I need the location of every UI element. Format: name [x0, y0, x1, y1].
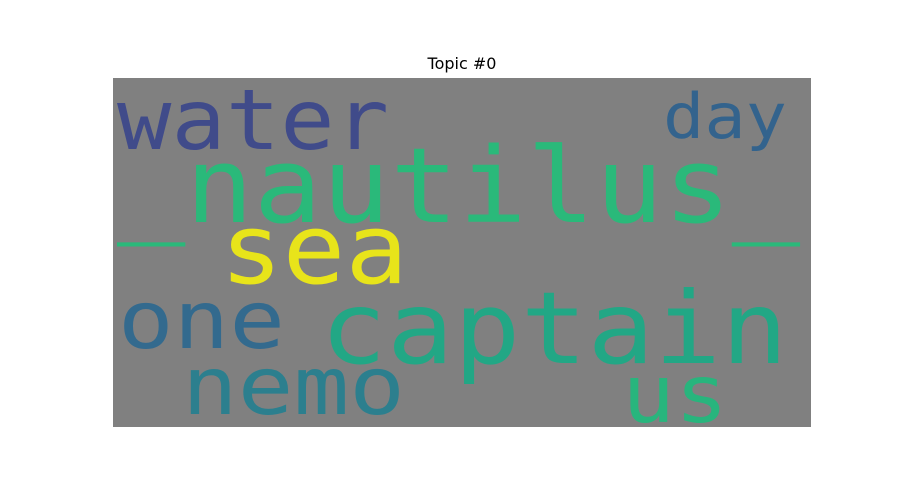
chart-title: Topic #0 — [427, 54, 497, 73]
wordcloud-word-nautilus: _nautilus_ — [117, 125, 800, 247]
wordcloud-word-captain: captain — [320, 270, 788, 387]
wordcloud-word-sea: sea — [220, 193, 408, 306]
wordcloud-word-one: one — [118, 274, 285, 367]
wordcloud-word-nemo: nemo — [182, 340, 405, 427]
wordcloud-word-water: water — [117, 78, 389, 169]
wordcloud-plot-area: _nautilus_captain sea water nemo one us day — [113, 78, 811, 427]
wordcloud-word-us: us — [622, 348, 728, 427]
wordcloud-word-day: day — [663, 80, 787, 153]
